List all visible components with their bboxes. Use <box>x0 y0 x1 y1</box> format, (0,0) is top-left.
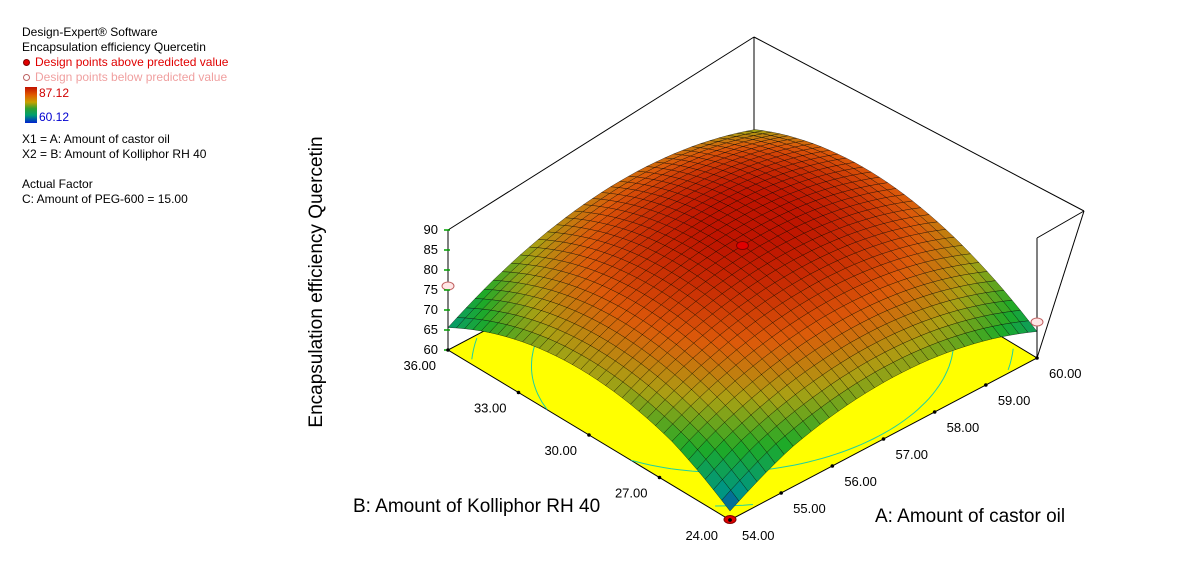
x-tick-label: 56.00 <box>844 474 877 489</box>
below-point-marker-icon <box>23 74 30 81</box>
x2-factor-label: X2 = B: Amount of Kolliphor RH 40 <box>22 147 207 161</box>
x-tick-mark <box>1035 356 1039 360</box>
response-name: Encapsulation efficiency Quercetin <box>22 40 206 54</box>
legend-below-label: Design points below predicted value <box>35 70 228 84</box>
z-tick-label: 60 <box>424 342 438 357</box>
design-point-below-3 <box>1030 317 1044 327</box>
surface-cell <box>721 489 740 512</box>
x-tick-label: 54.00 <box>742 528 775 543</box>
z-tick-label: 80 <box>424 262 438 277</box>
box-edge-4 <box>1036 210 1085 359</box>
y-axis-ticks: 24.00 27.00 30.00 33.00 36.00 <box>403 348 732 543</box>
legend-above: Design points above predicted value <box>22 55 228 70</box>
x-tick-label: 55.00 <box>793 501 826 516</box>
z-tick-label: 70 <box>424 302 438 317</box>
y-tick-mark <box>657 475 662 480</box>
z-tick-label: 90 <box>424 222 438 237</box>
y-tick-label: 33.00 <box>474 401 507 416</box>
x-axis-title: A: Amount of castor oil <box>875 506 1065 527</box>
box-edge-5 <box>1036 210 1085 239</box>
legend-below: Design points below predicted value <box>22 70 228 85</box>
legend-above-label: Design points above predicted value <box>35 55 229 69</box>
response-surface <box>447 129 1038 512</box>
x-tick-mark <box>984 383 988 387</box>
y-axis-title: B: Amount of Kolliphor RH 40 <box>353 496 600 517</box>
actual-factor-title: Actual Factor <box>22 177 93 191</box>
y-tick-mark <box>728 518 732 522</box>
y-tick-mark <box>446 348 450 352</box>
y-tick-mark <box>516 390 521 395</box>
x-axis-ticks: 54.00 55.00 56.00 57.00 58.00 59.00 60.00 <box>728 356 1082 543</box>
y-tick-mark <box>587 433 591 437</box>
y-tick-label: 30.00 <box>544 443 577 458</box>
z-tick-label: 65 <box>424 322 438 337</box>
color-scale-min: 60.12 <box>39 110 70 124</box>
software-name: Design-Expert® Software <box>22 25 158 39</box>
y-tick-label: 24.00 <box>685 528 718 543</box>
legend-panel: Design-Expert® Software Encapsulation ef… <box>22 25 228 207</box>
color-scale: 87.12 60.12 <box>22 87 228 123</box>
color-scale-gradient <box>25 87 37 123</box>
x-tick-label: 57.00 <box>896 447 929 462</box>
z-tick-label: 85 <box>424 242 438 257</box>
x-tick-label: 58.00 <box>947 420 980 435</box>
box-edge-2 <box>753 36 1085 212</box>
color-scale-max: 87.12 <box>39 86 70 100</box>
design-point-above-1 <box>736 241 749 250</box>
x-tick-mark <box>932 410 937 414</box>
box-edge-1 <box>447 36 755 231</box>
y-tick-label: 27.00 <box>615 486 648 501</box>
design-point-below-2 <box>441 281 455 291</box>
z-axis-title: Encapsulation efficiency Quercetin <box>306 136 327 427</box>
x-tick-mark <box>830 464 835 468</box>
x-tick-mark <box>881 437 886 441</box>
x1-factor-label: X1 = A: Amount of castor oil <box>22 132 170 146</box>
z-axis: 60 65 70 75 80 85 90 <box>424 222 450 357</box>
x-tick-label: 59.00 <box>998 393 1031 408</box>
y-tick-label: 36.00 <box>403 358 436 373</box>
z-tick-label: 75 <box>424 282 438 297</box>
above-point-marker-icon <box>23 59 30 66</box>
x-tick-label: 60.00 <box>1049 366 1082 381</box>
actual-factor-value: C: Amount of PEG-600 = 15.00 <box>22 192 188 206</box>
x-tick-mark <box>779 491 783 495</box>
